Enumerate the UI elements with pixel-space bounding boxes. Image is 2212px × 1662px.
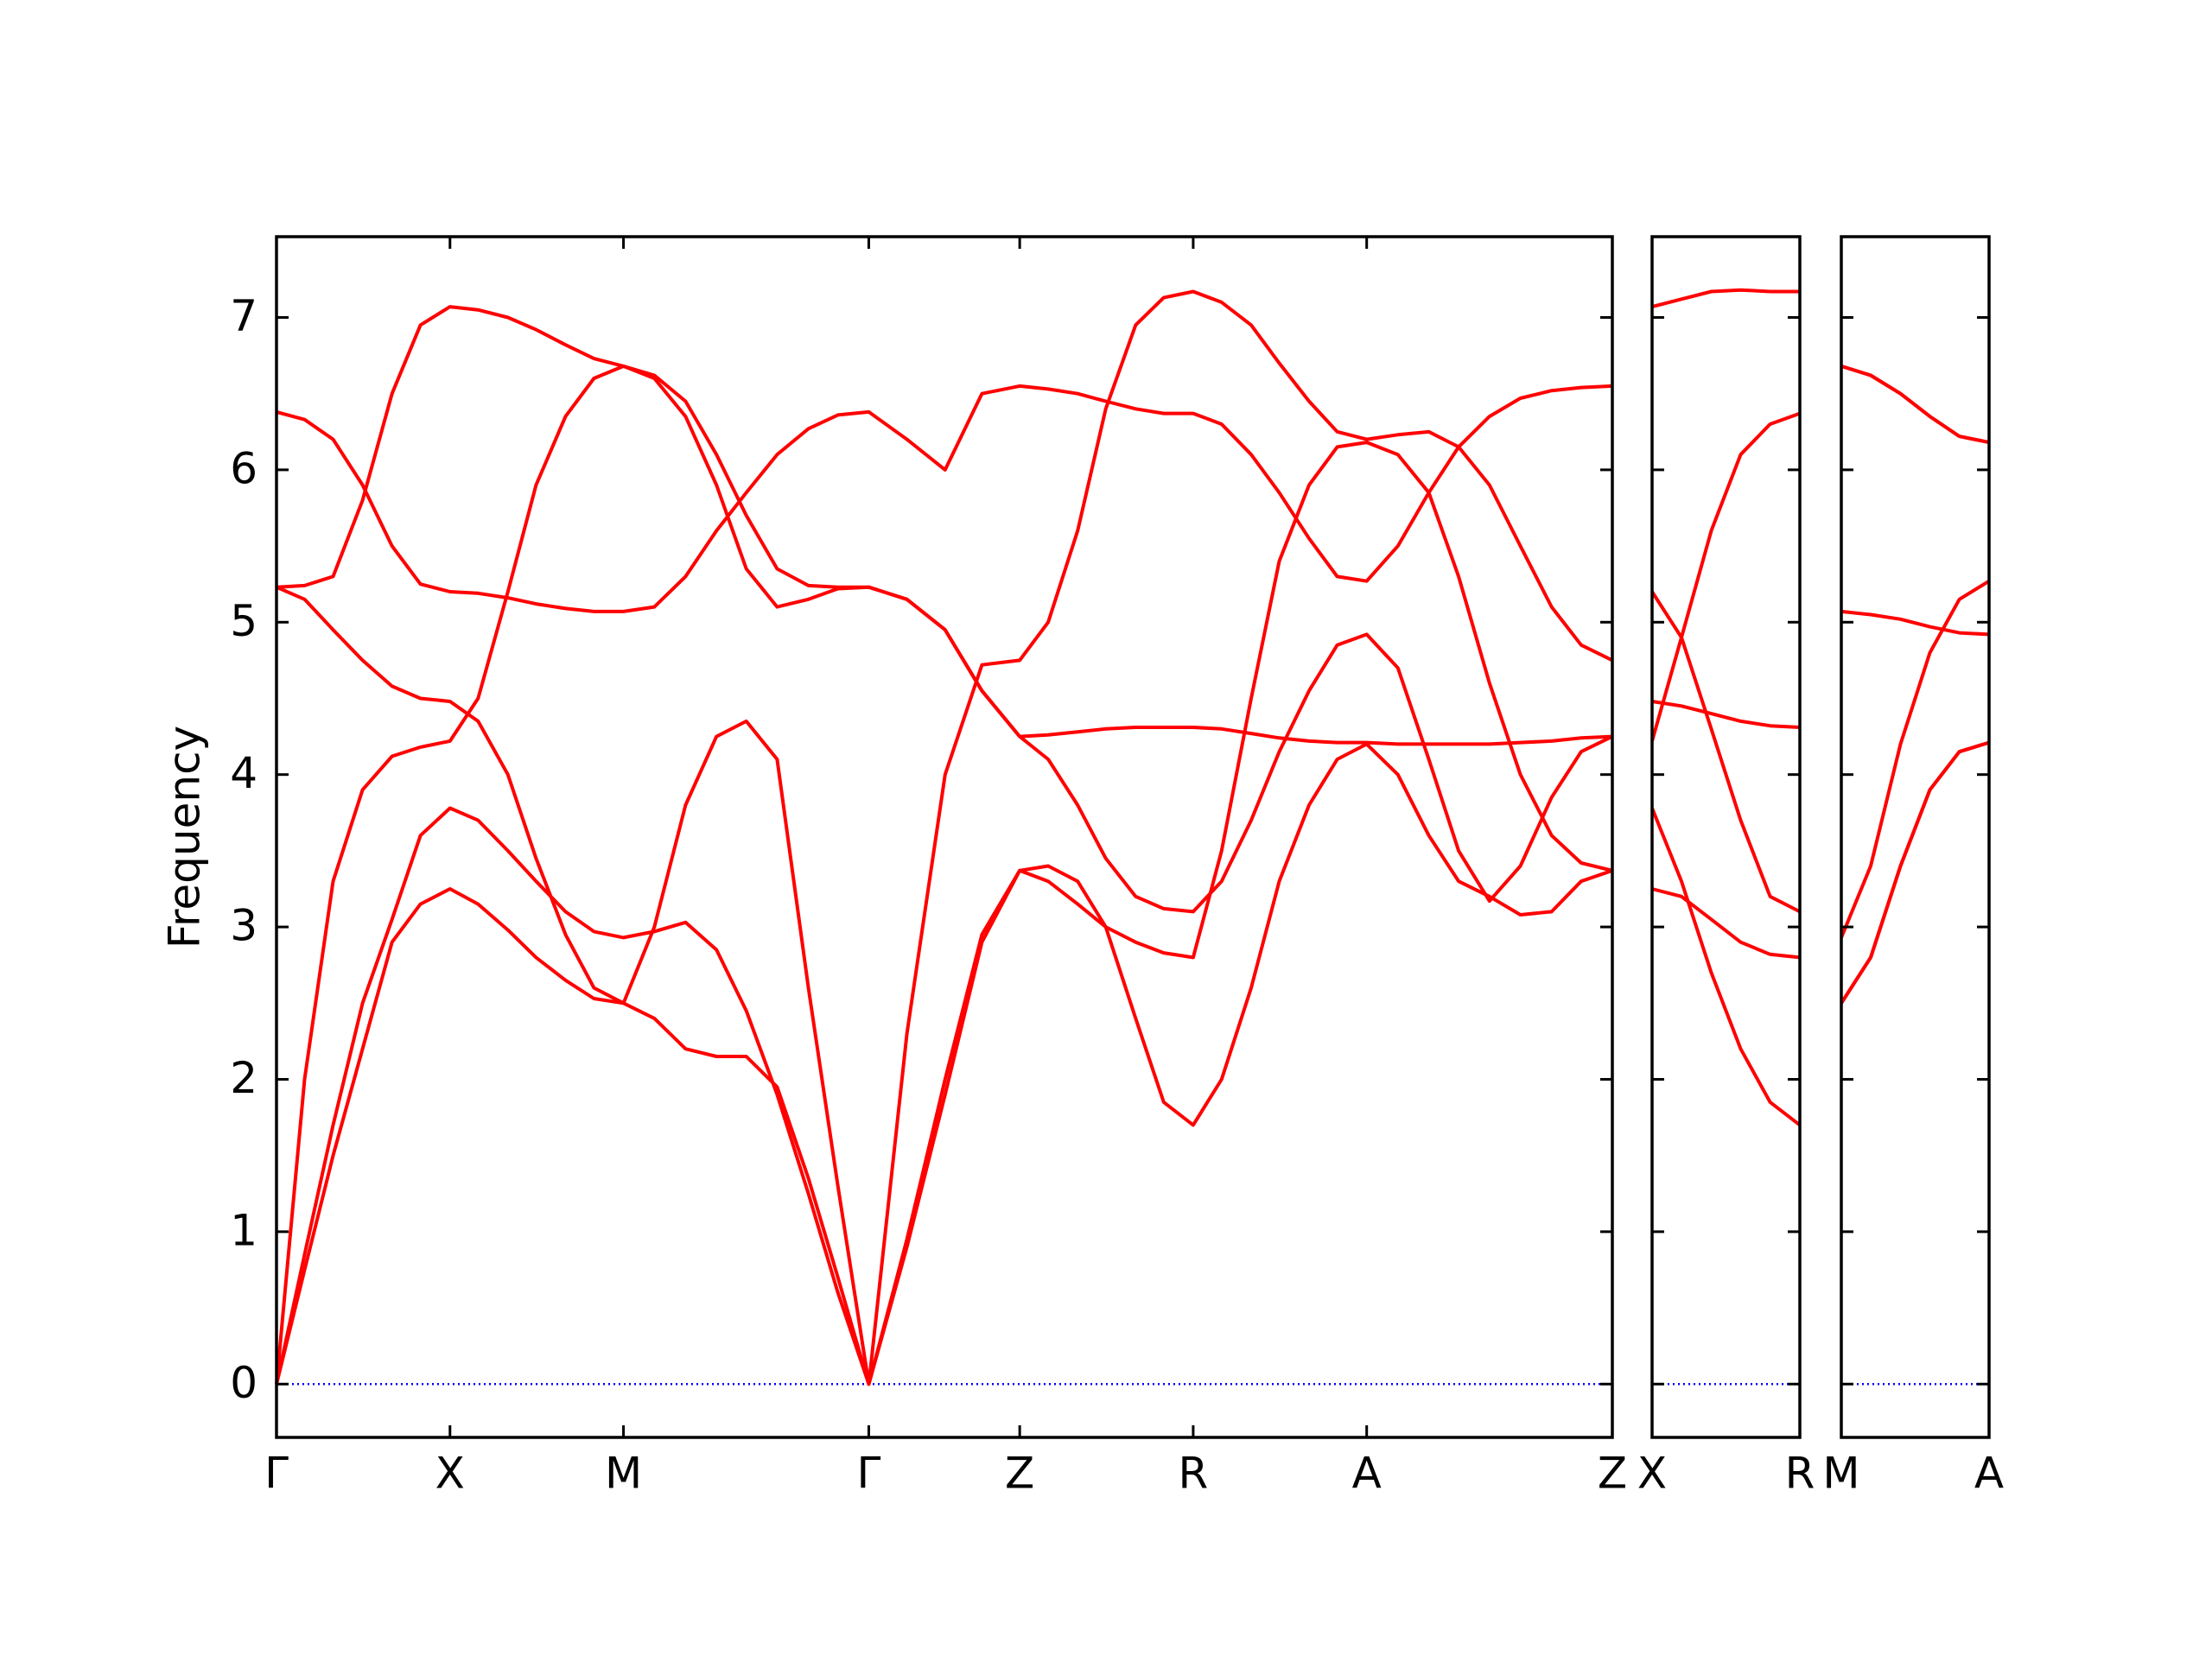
- x-tick-label: Z: [1598, 1449, 1627, 1499]
- y-tick-label: 2: [230, 1053, 257, 1103]
- band-line: [276, 305, 1613, 746]
- y-axis-label: Frequency: [160, 726, 210, 948]
- x-tick-label: A: [1352, 1449, 1382, 1499]
- band-line: [1840, 609, 1990, 637]
- band-line: [1651, 887, 1801, 960]
- band-line: [1650, 590, 1801, 914]
- band-line: [1651, 288, 1800, 309]
- y-tick-label: 4: [230, 748, 257, 798]
- x-tick-label: R: [1785, 1449, 1815, 1499]
- band-line: [276, 384, 1613, 613]
- y-tick-label: 6: [230, 443, 257, 493]
- band-line: [1650, 807, 1802, 1126]
- y-tick-label: 0: [230, 1358, 257, 1408]
- band-line: [1840, 364, 1990, 445]
- band-line: [1840, 740, 1990, 1005]
- band-line: [1650, 411, 1801, 742]
- x-tick-label: M: [605, 1449, 642, 1499]
- band-line: [275, 441, 1613, 1386]
- x-tick-label: M: [1822, 1449, 1859, 1499]
- x-tick-label: X: [1637, 1449, 1667, 1499]
- plot-frame: [1840, 235, 1991, 1439]
- y-tick-label: 7: [230, 291, 257, 341]
- x-tick-label: Γ: [857, 1449, 881, 1499]
- x-tick-label: A: [1974, 1449, 2004, 1499]
- band-line: [1651, 700, 1801, 729]
- x-tick-label: Z: [1005, 1449, 1034, 1499]
- y-tick-label: 3: [230, 901, 257, 951]
- plot-frame: [1650, 235, 1802, 1439]
- y-tick-label: 5: [230, 596, 257, 646]
- x-tick-label: Γ: [264, 1449, 289, 1499]
- band-line: [275, 742, 1613, 1386]
- band-line: [1840, 740, 1990, 1005]
- band-line: [276, 289, 1613, 1386]
- plot-frame: [275, 235, 1614, 1439]
- band-line: [1840, 579, 1991, 939]
- x-tick-label: R: [1179, 1449, 1209, 1499]
- y-tick-label: 1: [230, 1205, 257, 1255]
- x-tick-label: X: [435, 1449, 465, 1499]
